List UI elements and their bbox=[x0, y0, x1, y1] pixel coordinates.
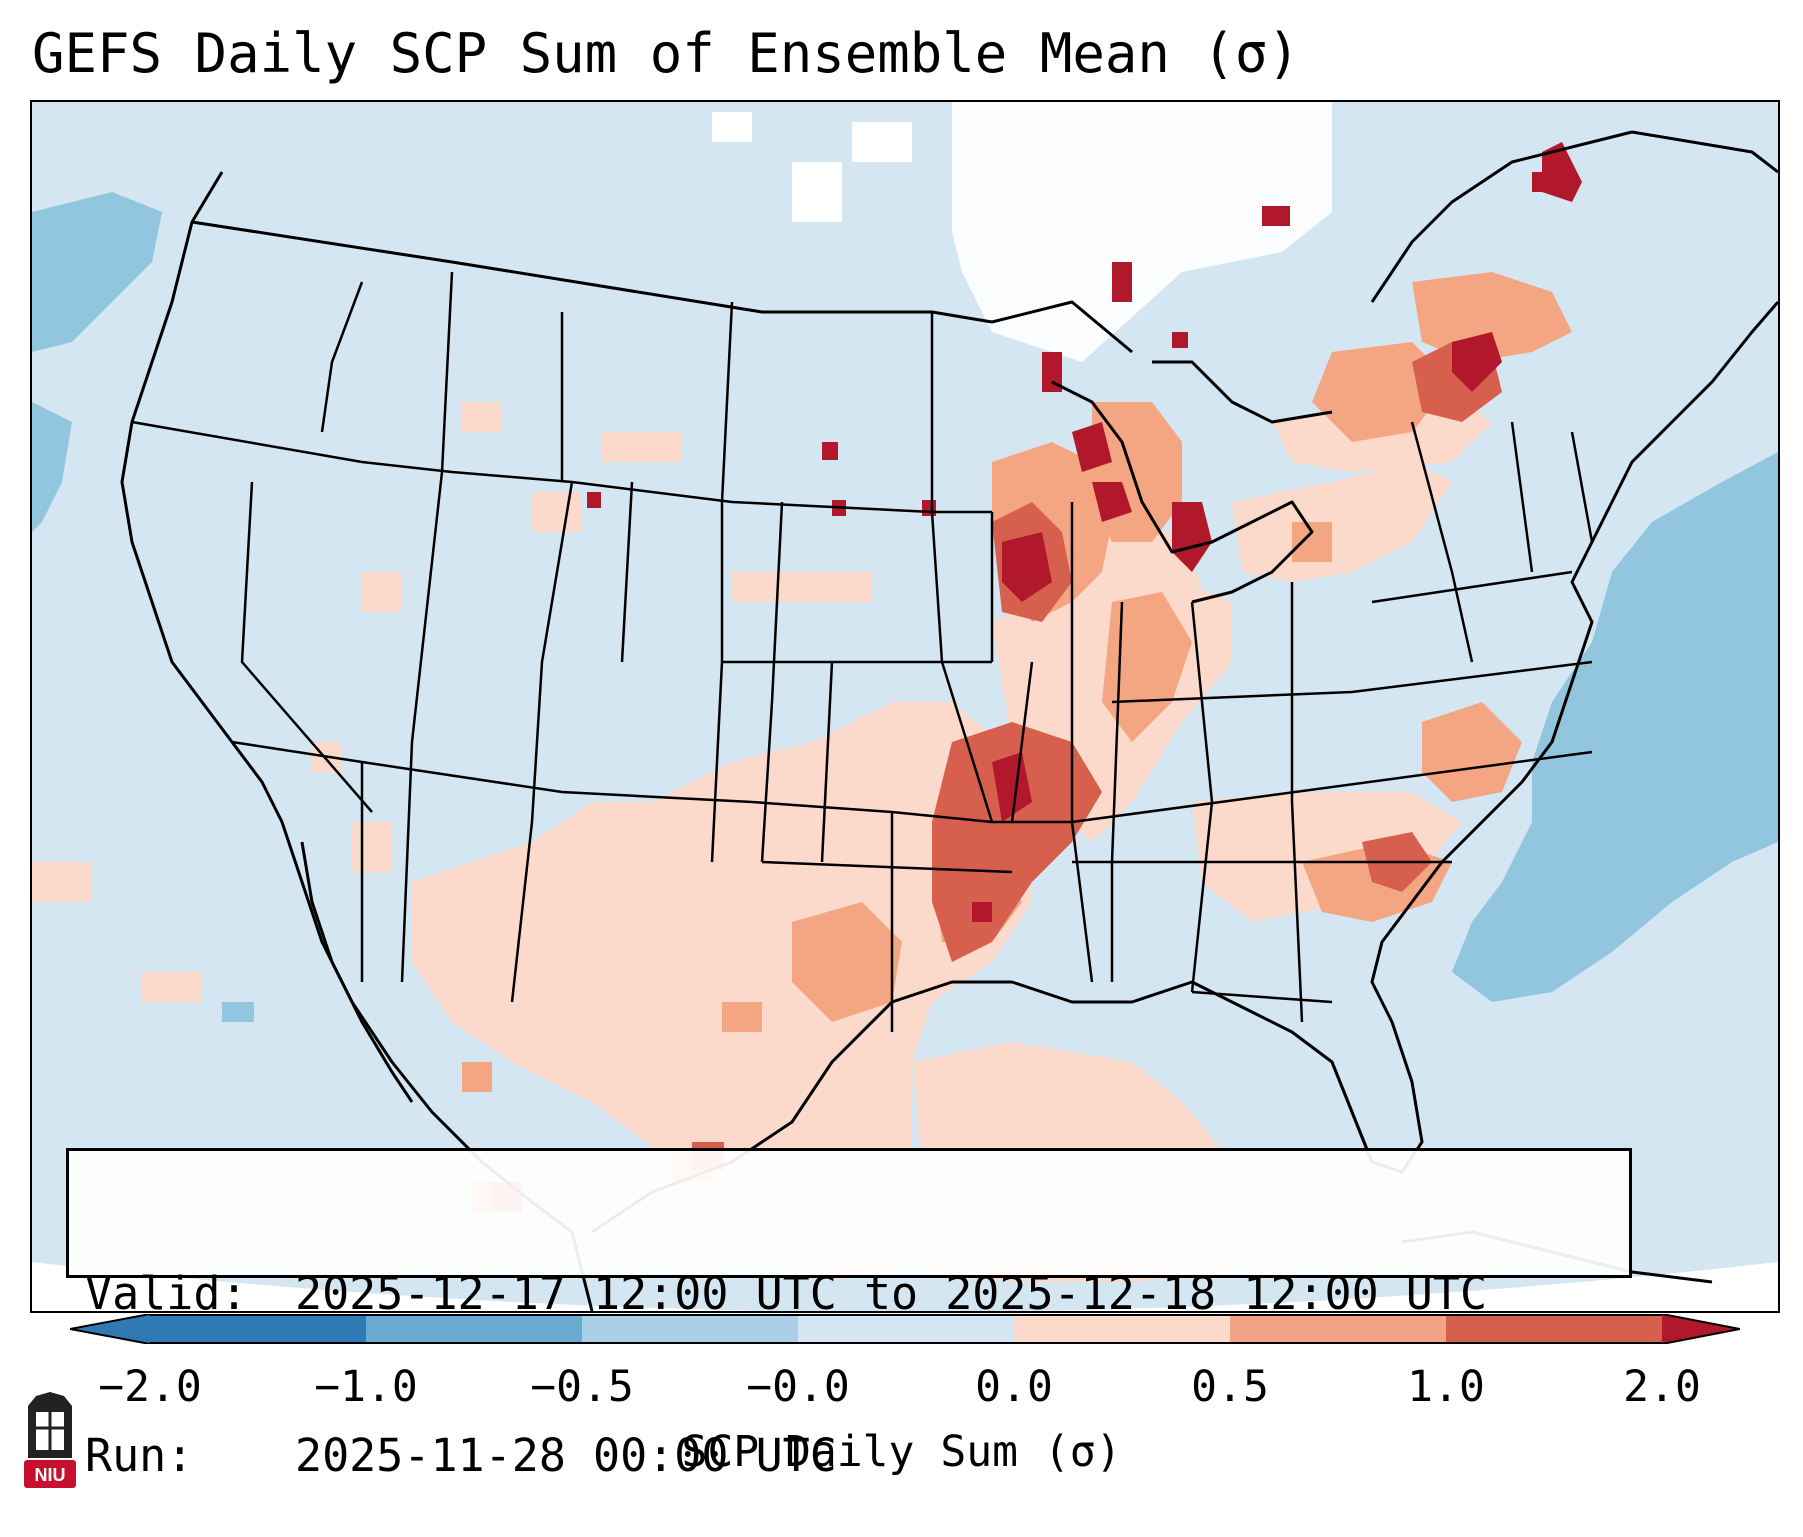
colorbar-segment-1 bbox=[150, 1314, 366, 1344]
colorbar-label: SCP Daily Sum (σ) bbox=[681, 1427, 1122, 1477]
colorbar-tick-label: −2.0 bbox=[98, 1362, 202, 1412]
negative-anomaly-regions bbox=[32, 192, 1778, 1022]
colorbar-extend-low bbox=[70, 1314, 150, 1344]
colorbar-svg bbox=[69, 1313, 1741, 1345]
colorbar-segment-4 bbox=[798, 1314, 1014, 1344]
colorbar-extend-high bbox=[1662, 1314, 1740, 1344]
niu-logo: NIU bbox=[24, 1392, 76, 1488]
map-panel[interactable] bbox=[30, 100, 1780, 1313]
colorbar-segment-5 bbox=[1014, 1314, 1230, 1344]
valid-value: 2025-12-17 12:00 UTC to 2025-12-18 12:00… bbox=[295, 1267, 1488, 1320]
map-title: GEFS Daily SCP Sum of Ensemble Mean (σ) bbox=[32, 22, 1300, 85]
run-value: 2025-11-28 00:00 UTC bbox=[295, 1429, 837, 1482]
colorbar bbox=[69, 1313, 1741, 1345]
colorbar-outline-left bbox=[69, 1313, 151, 1345]
colorbar-tick-label: 2.0 bbox=[1623, 1362, 1701, 1412]
near-zero-region bbox=[712, 102, 1332, 362]
logo-text: NIU bbox=[35, 1465, 66, 1485]
validity-info-box: Valid: 2025-12-17 12:00 UTC to 2025-12-18… bbox=[66, 1148, 1632, 1482]
colorbar-segment-3 bbox=[582, 1314, 798, 1344]
map-canvas bbox=[32, 102, 1778, 1311]
colorbar-segment-7 bbox=[1446, 1314, 1662, 1344]
colorbar-tick-label: −0.0 bbox=[746, 1362, 850, 1412]
valid-line: Valid: 2025-12-17 12:00 UTC to 2025-12-18… bbox=[85, 1267, 1629, 1321]
colorbar-tick-label: 0.0 bbox=[975, 1362, 1053, 1412]
colorbar-segment-2 bbox=[366, 1314, 582, 1344]
colorbar-tick-label: 0.5 bbox=[1191, 1362, 1269, 1412]
run-line: Run: 2025-11-28 00:00 UTC bbox=[85, 1429, 1629, 1483]
state-borders bbox=[131, 271, 1594, 1032]
domain-edge bbox=[32, 1262, 1778, 1311]
run-label: Run: bbox=[85, 1429, 194, 1482]
colorbar-tick-label: −1.0 bbox=[314, 1362, 418, 1412]
valid-label: Valid: bbox=[85, 1267, 248, 1320]
colorbar-segment-6 bbox=[1230, 1314, 1446, 1344]
colorbar-tick-label: 1.0 bbox=[1407, 1362, 1485, 1412]
logo-badge bbox=[24, 1460, 76, 1488]
colorbar-tick-label: −0.5 bbox=[530, 1362, 634, 1412]
